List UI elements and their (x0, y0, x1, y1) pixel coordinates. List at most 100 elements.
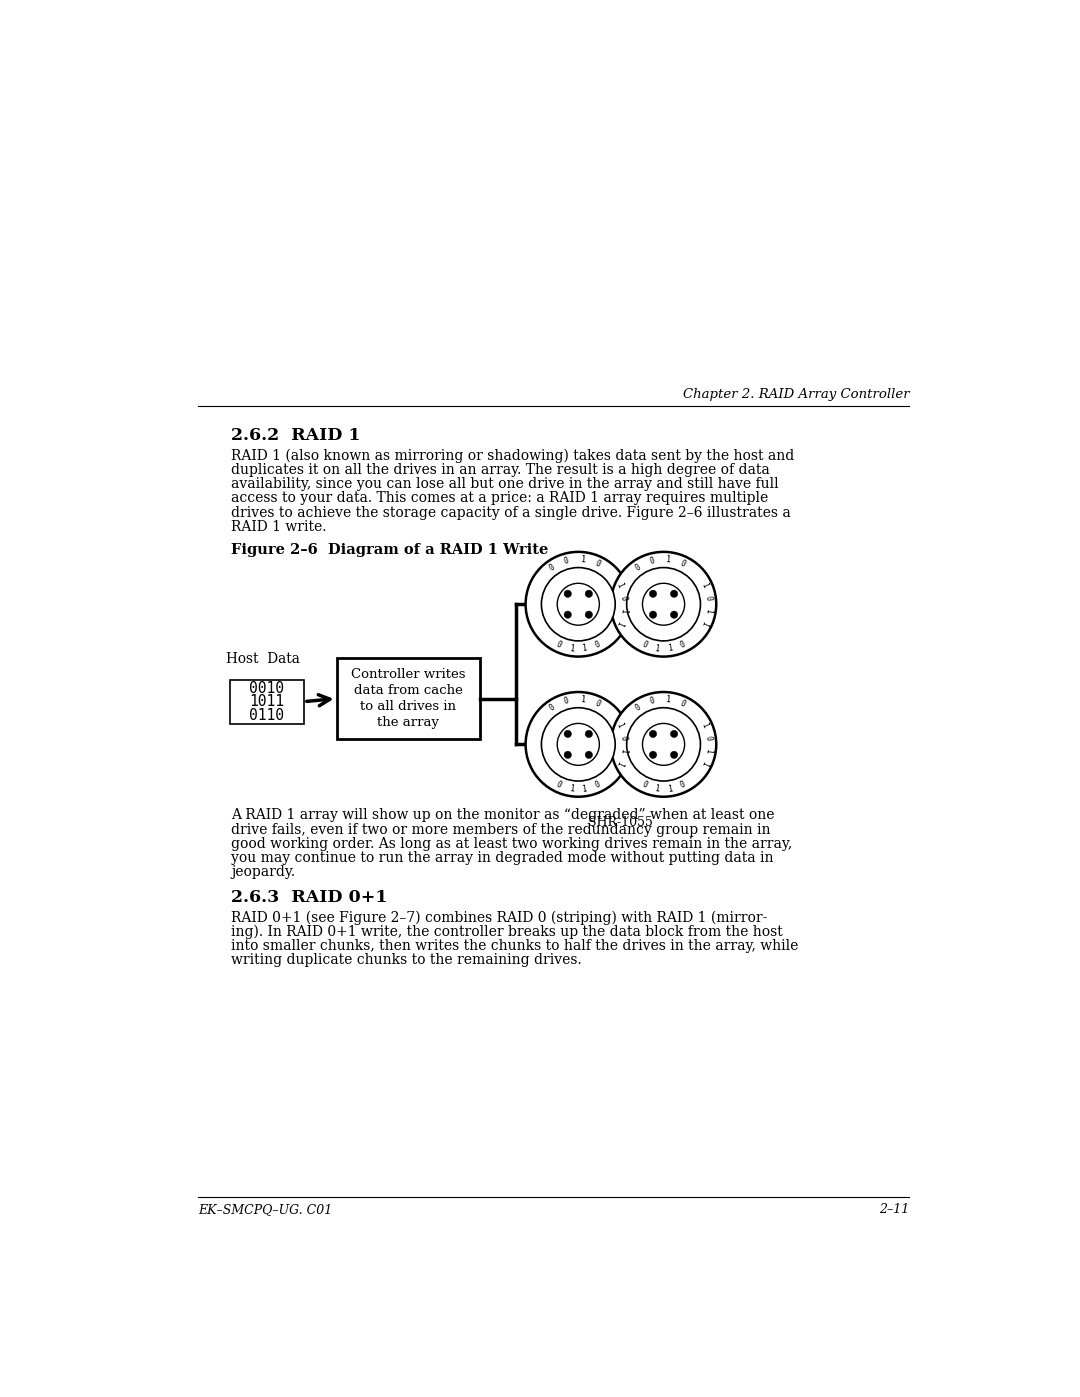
Text: 1: 1 (664, 555, 671, 564)
Text: 1: 1 (699, 581, 710, 590)
Text: 0: 0 (593, 698, 602, 708)
Circle shape (526, 692, 631, 796)
Circle shape (557, 584, 599, 626)
Circle shape (585, 590, 593, 598)
Circle shape (585, 752, 593, 759)
Text: Host  Data: Host Data (226, 652, 299, 666)
Text: jeopardy.: jeopardy. (231, 865, 296, 879)
Text: 0: 0 (555, 640, 564, 650)
Text: 2–11: 2–11 (879, 1203, 909, 1217)
Text: 0: 0 (703, 735, 713, 742)
Text: duplicates it on all the drives in an array. The result is a high degree of data: duplicates it on all the drives in an ar… (231, 462, 770, 476)
Text: 1: 1 (579, 696, 585, 704)
Circle shape (649, 610, 657, 619)
Text: 1: 1 (581, 644, 588, 654)
Text: 1: 1 (581, 784, 588, 793)
Text: into smaller chunks, then writes the chunks to half the drives in the array, whi: into smaller chunks, then writes the chu… (231, 939, 798, 953)
Text: 1: 1 (699, 759, 710, 767)
Text: A RAID 1 array will show up on the monitor as “degraded” when at least one: A RAID 1 array will show up on the monit… (231, 809, 774, 823)
Circle shape (526, 552, 631, 657)
Text: 0: 0 (593, 780, 602, 791)
Text: 1: 1 (615, 721, 624, 729)
Text: EK–SMCPQ–UG. C01: EK–SMCPQ–UG. C01 (198, 1203, 332, 1217)
Text: 0: 0 (555, 780, 564, 791)
Circle shape (649, 752, 657, 759)
Text: 0: 0 (678, 559, 687, 569)
Circle shape (564, 752, 571, 759)
Circle shape (626, 708, 701, 781)
Circle shape (564, 610, 571, 619)
Circle shape (643, 724, 685, 766)
Text: 1: 1 (699, 721, 710, 729)
Text: 0: 0 (640, 640, 649, 650)
Text: 1: 1 (618, 747, 627, 753)
Text: 1: 1 (654, 644, 660, 654)
Text: 0: 0 (618, 735, 627, 742)
Circle shape (649, 590, 657, 598)
Circle shape (649, 731, 657, 738)
Text: 0110: 0110 (249, 708, 284, 722)
Text: 1: 1 (615, 619, 624, 627)
Circle shape (643, 584, 685, 626)
Text: drives to achieve the storage capacity of a single drive. Figure 2–6 illustrates: drives to achieve the storage capacity o… (231, 506, 791, 520)
Text: 1: 1 (664, 696, 671, 704)
Text: 0: 0 (548, 563, 557, 573)
Text: 0: 0 (703, 595, 713, 601)
Text: 0: 0 (648, 556, 656, 566)
Text: writing duplicate chunks to the remaining drives.: writing duplicate chunks to the remainin… (231, 953, 582, 968)
Circle shape (626, 567, 701, 641)
Text: 1: 1 (615, 581, 624, 590)
Circle shape (671, 590, 678, 598)
Circle shape (557, 724, 599, 766)
Text: Chapter 2. RAID Array Controller: Chapter 2. RAID Array Controller (683, 388, 909, 401)
Text: to all drives in: to all drives in (361, 700, 456, 712)
Text: RAID 1 write.: RAID 1 write. (231, 520, 327, 534)
Circle shape (671, 731, 678, 738)
Text: 0: 0 (593, 640, 602, 650)
Text: 0: 0 (548, 703, 557, 712)
Circle shape (564, 731, 571, 738)
Circle shape (611, 692, 716, 796)
Text: availability, since you can lose all but one drive in the array and still have f: availability, since you can lose all but… (231, 478, 779, 492)
Text: access to your data. This comes at a price: a RAID 1 array requires multiple: access to your data. This comes at a pri… (231, 492, 769, 506)
Text: 0: 0 (640, 780, 649, 791)
Text: 0: 0 (633, 563, 643, 573)
Text: Figure 2–6  Diagram of a RAID 1 Write: Figure 2–6 Diagram of a RAID 1 Write (231, 542, 549, 556)
Text: 0: 0 (633, 703, 643, 712)
Text: 1: 1 (569, 784, 575, 793)
Text: 1: 1 (654, 784, 660, 793)
Text: 1: 1 (569, 644, 575, 654)
Circle shape (671, 610, 678, 619)
Text: 1: 1 (618, 608, 627, 613)
FancyBboxPatch shape (337, 658, 480, 739)
Text: you may continue to run the array in degraded mode without putting data in: you may continue to run the array in deg… (231, 851, 773, 865)
Text: 1: 1 (703, 608, 713, 613)
Text: good working order. As long as at least two working drives remain in the array,: good working order. As long as at least … (231, 837, 793, 851)
Circle shape (611, 552, 716, 657)
Text: 2.6.2  RAID 1: 2.6.2 RAID 1 (231, 427, 361, 444)
Text: SHR-1055: SHR-1055 (589, 816, 653, 828)
Circle shape (671, 752, 678, 759)
Text: RAID 1 (also known as mirroring or shadowing) takes data sent by the host and: RAID 1 (also known as mirroring or shado… (231, 448, 795, 462)
Text: 0: 0 (593, 559, 602, 569)
Text: RAID 0+1 (see Figure 2–7) combines RAID 0 (striping) with RAID 1 (mirror-: RAID 0+1 (see Figure 2–7) combines RAID … (231, 911, 768, 925)
Text: 1: 1 (699, 619, 710, 627)
Text: data from cache: data from cache (354, 685, 462, 697)
Text: 1: 1 (666, 784, 673, 793)
Circle shape (541, 567, 616, 641)
Circle shape (585, 731, 593, 738)
Text: 0: 0 (678, 640, 687, 650)
Text: 0: 0 (678, 780, 687, 791)
Text: 1: 1 (615, 759, 624, 767)
Text: 0: 0 (563, 696, 570, 705)
Text: Controller writes: Controller writes (351, 668, 465, 680)
Text: drive fails, even if two or more members of the redundancy group remain in: drive fails, even if two or more members… (231, 823, 771, 837)
Text: 0: 0 (678, 698, 687, 708)
Text: the array: the array (377, 717, 440, 729)
Text: 1: 1 (666, 644, 673, 654)
Text: 1: 1 (703, 747, 713, 753)
Text: 2.6.3  RAID 0+1: 2.6.3 RAID 0+1 (231, 888, 388, 907)
Text: 1011: 1011 (249, 694, 284, 710)
Circle shape (564, 590, 571, 598)
Circle shape (541, 708, 616, 781)
